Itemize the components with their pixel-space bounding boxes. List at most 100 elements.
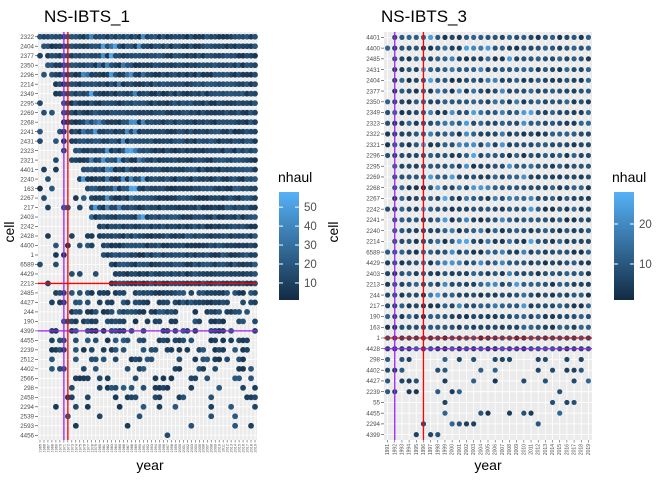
data-point bbox=[140, 52, 147, 59]
data-point bbox=[564, 281, 570, 287]
data-point bbox=[236, 290, 242, 296]
data-point bbox=[53, 33, 59, 40]
data-point bbox=[152, 52, 159, 59]
data-point bbox=[108, 43, 115, 50]
data-point bbox=[112, 147, 119, 154]
data-point bbox=[140, 128, 147, 135]
data-point bbox=[132, 185, 139, 192]
data-point bbox=[160, 62, 167, 69]
data-point bbox=[228, 261, 235, 268]
y-tick-label: 2323 bbox=[20, 148, 34, 155]
data-point bbox=[224, 166, 231, 173]
data-point bbox=[57, 346, 63, 353]
data-point bbox=[557, 228, 563, 234]
data-point bbox=[164, 309, 171, 315]
data-point bbox=[196, 214, 203, 220]
data-point bbox=[72, 109, 79, 116]
data-point bbox=[136, 365, 143, 372]
data-point bbox=[578, 163, 584, 169]
data-point bbox=[200, 195, 207, 201]
data-point bbox=[164, 233, 171, 239]
data-point bbox=[156, 33, 163, 40]
data-point bbox=[535, 77, 541, 83]
data-point bbox=[384, 45, 391, 51]
data-point bbox=[399, 34, 405, 40]
data-point bbox=[76, 52, 83, 59]
data-point bbox=[499, 292, 505, 298]
data-point bbox=[100, 43, 107, 50]
data-point bbox=[248, 195, 254, 201]
data-point bbox=[152, 195, 159, 201]
data-point bbox=[148, 71, 155, 78]
data-point bbox=[442, 131, 448, 137]
data-point bbox=[53, 252, 59, 258]
data-point bbox=[208, 147, 215, 154]
data-point bbox=[80, 43, 87, 50]
data-point bbox=[132, 394, 139, 401]
data-point bbox=[128, 394, 135, 401]
data-point bbox=[152, 33, 159, 40]
data-point bbox=[72, 90, 79, 97]
data-point bbox=[514, 109, 520, 116]
data-point bbox=[442, 195, 448, 202]
data-point bbox=[68, 271, 75, 277]
y-tick-label: 2296 bbox=[366, 153, 380, 160]
data-point bbox=[228, 33, 235, 40]
x-tick-label: 1987 bbox=[126, 444, 130, 452]
data-point bbox=[514, 34, 520, 40]
data-point bbox=[112, 166, 119, 173]
data-point bbox=[120, 71, 127, 78]
data-point bbox=[514, 206, 520, 212]
data-point bbox=[456, 324, 462, 330]
data-point bbox=[68, 100, 75, 107]
data-point bbox=[132, 109, 139, 116]
data-point bbox=[585, 66, 592, 73]
data-point bbox=[160, 157, 167, 163]
data-point bbox=[172, 138, 179, 145]
data-point bbox=[124, 204, 131, 211]
data-point bbox=[549, 56, 556, 62]
data-point bbox=[152, 290, 159, 296]
data-point bbox=[112, 62, 119, 69]
data-point bbox=[164, 223, 171, 230]
data-point bbox=[228, 157, 235, 163]
data-point bbox=[37, 33, 43, 40]
data-point bbox=[180, 62, 187, 69]
data-point bbox=[471, 313, 477, 320]
data-point bbox=[449, 66, 455, 73]
data-point bbox=[168, 290, 175, 296]
data-point bbox=[196, 290, 203, 296]
data-point bbox=[578, 238, 584, 244]
data-point bbox=[152, 62, 159, 69]
data-point bbox=[542, 356, 548, 363]
data-point bbox=[184, 214, 191, 220]
data-point bbox=[499, 313, 505, 320]
data-point bbox=[132, 223, 139, 230]
data-point bbox=[208, 81, 215, 88]
data-point bbox=[248, 138, 254, 145]
data-point bbox=[248, 119, 254, 126]
data-point bbox=[224, 223, 231, 230]
data-point bbox=[176, 242, 183, 249]
data-point bbox=[449, 185, 455, 191]
data-point bbox=[72, 356, 79, 363]
data-point bbox=[45, 62, 51, 69]
data-point bbox=[156, 90, 163, 97]
data-point bbox=[160, 109, 167, 116]
data-point bbox=[156, 318, 163, 325]
data-point bbox=[471, 249, 477, 255]
data-point bbox=[136, 242, 143, 249]
data-point bbox=[236, 204, 242, 211]
data-point bbox=[232, 43, 239, 50]
panel-title: NS-IBTS_1 bbox=[44, 7, 130, 26]
data-point bbox=[220, 176, 227, 182]
data-point bbox=[208, 43, 215, 50]
data-point bbox=[499, 324, 505, 330]
data-point bbox=[160, 33, 167, 40]
data-point bbox=[399, 185, 405, 191]
data-point bbox=[506, 324, 513, 330]
data-point bbox=[240, 252, 246, 258]
data-point bbox=[176, 138, 183, 145]
data-point bbox=[557, 206, 563, 212]
data-point bbox=[492, 217, 498, 223]
